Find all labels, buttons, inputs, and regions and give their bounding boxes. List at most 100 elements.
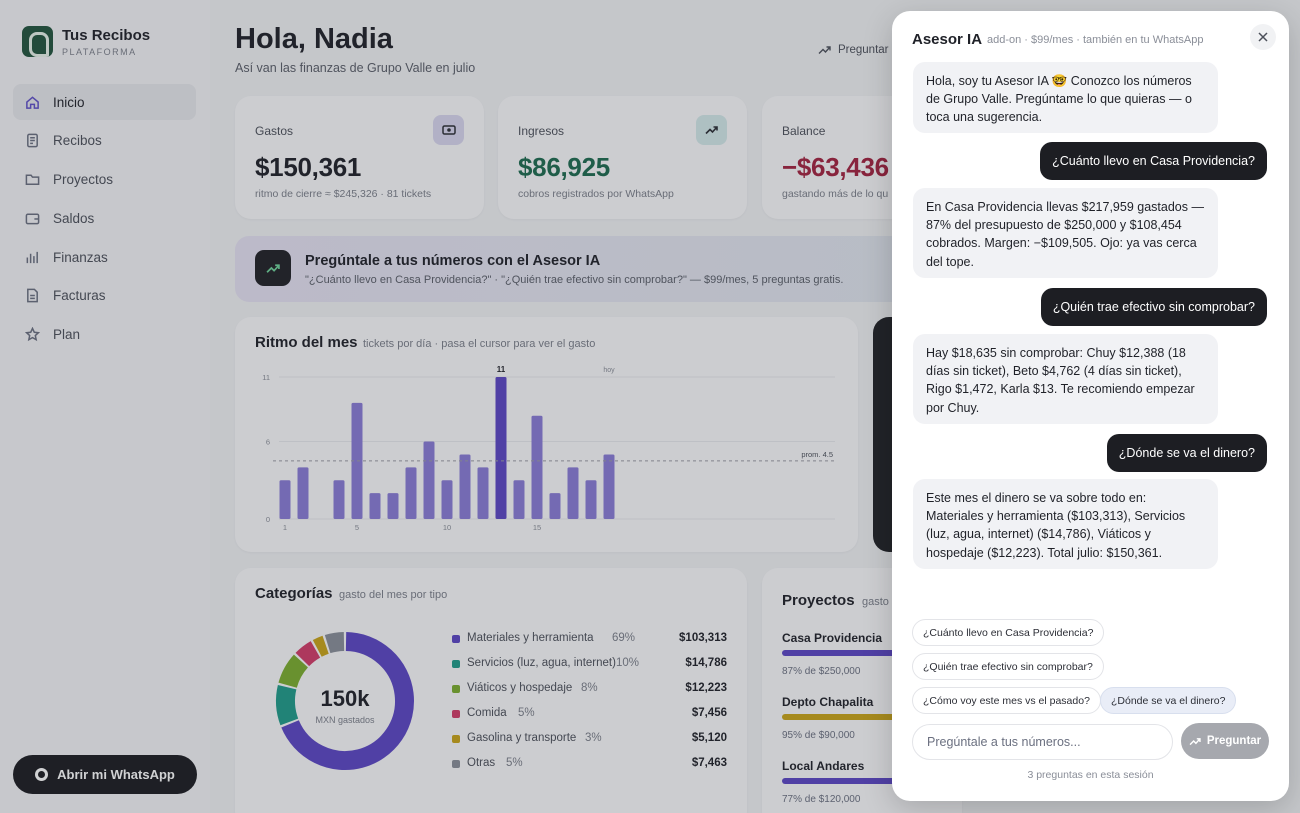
sidebar-item-finanzas[interactable]: Finanzas — [13, 239, 196, 275]
project-name[interactable]: Depto Chapalita — [782, 695, 874, 709]
average-label: prom. 4.5 — [801, 450, 833, 459]
whatsapp-icon — [35, 768, 49, 781]
bot-message: Este mes el dinero se va sobre todo en: … — [913, 479, 1218, 569]
donut-slice[interactable] — [281, 632, 414, 770]
suggestion-chip[interactable]: ¿Dónde se va el dinero? — [1100, 687, 1237, 714]
cash-icon — [433, 115, 464, 145]
kpi-value: $86,925 — [518, 152, 610, 182]
category-pct: 5% — [518, 707, 535, 719]
ask-button[interactable]: Preguntar — [1181, 723, 1269, 759]
sidebar: Tus Recibos PLATAFORMA Inicio Recibos Pr… — [0, 0, 210, 813]
categories-donut: 150k MXN gastados — [276, 632, 414, 770]
category-color — [452, 760, 460, 768]
sidebar-item-label: Proyectos — [53, 172, 114, 188]
bar — [567, 467, 579, 519]
category-pct: 5% — [506, 757, 523, 769]
category-color — [452, 685, 460, 693]
project-name[interactable]: Casa Providencia — [782, 631, 883, 645]
sidebar-item-proyectos[interactable]: Proyectos — [13, 162, 196, 198]
category-name: Gasolina y transporte — [467, 732, 577, 744]
session-counter: 3 preguntas en esta sesión — [1027, 769, 1154, 781]
page-subtitle: Así van las finanzas de Grupo Valle en j… — [235, 61, 476, 75]
category-row[interactable]: Gasolina y transporte 3% $5,120 — [452, 730, 727, 750]
donut-slice[interactable] — [295, 641, 321, 667]
brand[interactable]: Tus Recibos PLATAFORMA — [22, 26, 150, 57]
wallet-icon — [25, 211, 40, 226]
category-row[interactable]: Comida 5% $7,456 — [452, 705, 727, 725]
donut-slice[interactable] — [278, 654, 309, 689]
suggestion-chip[interactable]: ¿Quién trae efectivo sin comprobar? — [912, 653, 1104, 680]
sidebar-item-label: Facturas — [53, 288, 106, 304]
trend-up-icon — [1189, 737, 1201, 745]
user-message: ¿Dónde se va el dinero? — [1106, 434, 1267, 473]
bar — [297, 467, 309, 519]
sidebar-item-saldos[interactable]: Saldos — [13, 200, 196, 236]
sidebar-item-inicio[interactable]: Inicio — [13, 84, 196, 120]
donut-slice[interactable] — [276, 685, 299, 726]
bot-message: Hola, soy tu Asesor IA 🤓 Conozco los núm… — [913, 62, 1218, 133]
x-tick-label: 10 — [443, 523, 451, 532]
bar — [549, 493, 561, 519]
page-title: Hola, Nadia — [235, 23, 393, 55]
bar — [387, 493, 399, 519]
project-progress — [782, 650, 942, 656]
category-amount: $14,786 — [685, 657, 727, 669]
ask-advisor-link[interactable]: Preguntar a — [818, 44, 898, 56]
bar — [333, 480, 345, 519]
bar — [369, 493, 381, 519]
today-label: hoy — [603, 367, 615, 374]
trend-up-icon — [255, 250, 291, 286]
kpi-sub: cobros registrados por WhatsApp — [518, 188, 674, 200]
bar-chart-icon — [25, 250, 40, 265]
open-whatsapp-label: Abrir mi WhatsApp — [57, 767, 175, 782]
sidebar-item-plan[interactable]: Plan — [13, 317, 196, 353]
category-amount: $7,463 — [691, 757, 727, 769]
sidebar-nav: Inicio Recibos Proyectos Saldos Finanzas… — [13, 84, 196, 356]
category-name: Otras — [467, 757, 496, 769]
close-button[interactable] — [1250, 24, 1276, 50]
suggestion-chip[interactable]: ¿Cuánto llevo en Casa Providencia? — [912, 619, 1105, 646]
kpi-card-gastos: Gastos $150,361 ritmo de cierre ≈ $245,3… — [235, 96, 484, 219]
bar — [585, 480, 597, 519]
trend-up-icon — [818, 46, 831, 54]
kpi-card-ingresos: Ingresos $86,925 cobros registrados por … — [498, 96, 747, 219]
bar — [441, 480, 453, 519]
project-name[interactable]: Local Andares — [782, 759, 865, 773]
bar — [405, 467, 417, 519]
category-pct: 8% — [581, 682, 598, 694]
star-icon — [25, 327, 40, 342]
open-whatsapp-button[interactable]: Abrir mi WhatsApp — [13, 755, 197, 794]
category-row[interactable]: Materiales y herramienta 69% $103,313 — [452, 630, 727, 650]
rhythm-title: Ritmo del mes — [255, 334, 358, 351]
kpi-sub: gastando más de lo qu — [782, 188, 889, 200]
advisor-banner[interactable]: Pregúntale a tus números con el Asesor I… — [235, 236, 915, 302]
kpi-value: −$63,436 — [782, 152, 889, 182]
donut-label: MXN gastados — [315, 715, 375, 725]
bot-message: Hay $18,635 sin comprobar: Chuy $12,388 … — [913, 334, 1218, 424]
folder-icon — [25, 172, 40, 187]
category-row[interactable]: Otras 5% $7,463 — [452, 755, 727, 775]
banner-subtitle: "¿Cuánto llevo en Casa Providencia?" · "… — [305, 274, 844, 286]
category-color — [452, 660, 460, 668]
projects-subtitle: gasto — [862, 596, 889, 608]
home-icon — [25, 95, 40, 110]
donut-slice[interactable] — [324, 632, 345, 654]
suggestion-chip[interactable]: ¿Cómo voy este mes vs el pasado? — [912, 687, 1101, 714]
project-sub: 95% de $90,000 — [782, 730, 855, 741]
category-row[interactable]: Viáticos y hospedaje 8% $12,223 — [452, 680, 727, 700]
sidebar-item-recibos[interactable]: Recibos — [13, 123, 196, 159]
category-color — [452, 710, 460, 718]
sidebar-item-facturas[interactable]: Facturas — [13, 278, 196, 314]
user-message: ¿Cuánto llevo en Casa Providencia? — [1040, 142, 1267, 181]
category-row[interactable]: Servicios (luz, agua, internet) 10% $14,… — [452, 655, 727, 675]
donut-slice[interactable] — [312, 635, 329, 657]
bar — [279, 480, 291, 519]
question-input[interactable]: Pregúntale a tus números... — [912, 724, 1173, 760]
project-sub: 77% de $120,000 — [782, 794, 861, 805]
category-color — [452, 635, 460, 643]
advisor-panel: Asesor IA add-on · $99/mes · también en … — [892, 11, 1289, 801]
category-pct: 10% — [616, 657, 640, 669]
category-amount: $12,223 — [685, 682, 727, 694]
user-message: ¿Quién trae efectivo sin comprobar? — [1040, 288, 1267, 327]
